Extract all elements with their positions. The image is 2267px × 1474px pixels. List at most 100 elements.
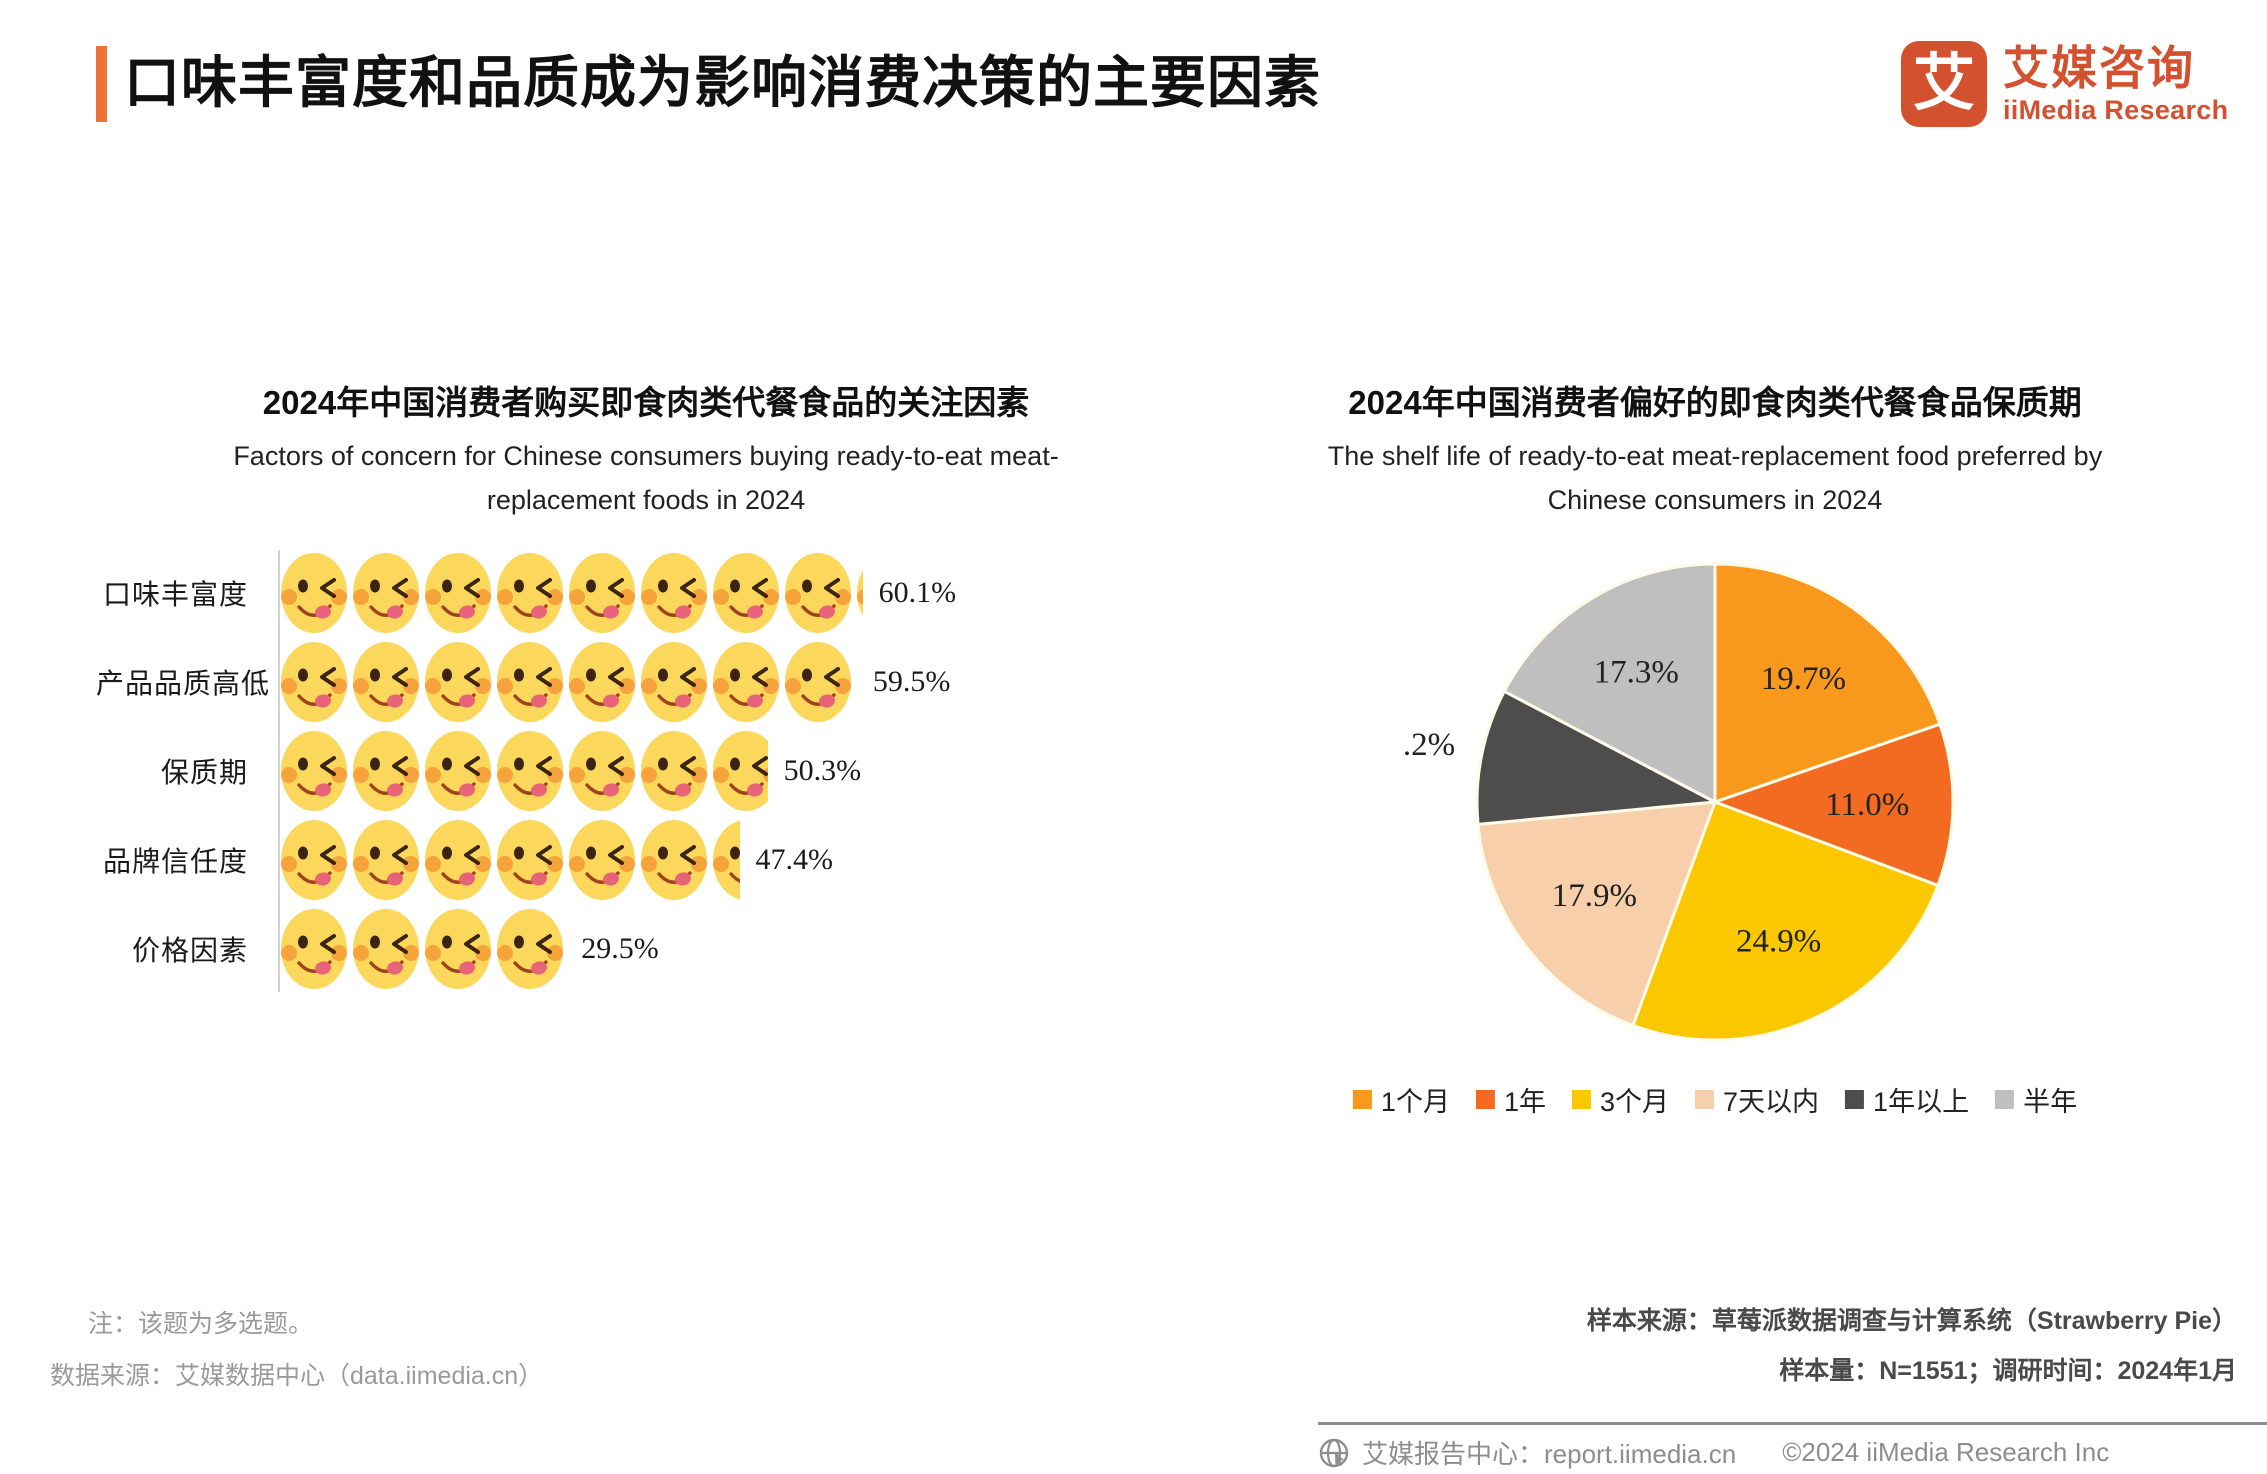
smiley-wink-face-icon [497,731,563,811]
pie-slice-label: 9.2% [1405,727,1455,763]
pictograph-row: 产品品质高低 59.5% [96,639,1196,725]
pie-legend-label: 1年以上 [1873,1087,1970,1117]
logo-brand-cn: 艾媒咨询 [2003,42,2195,94]
smiley-wink-face-icon [497,820,563,900]
left-notes: 注：该题为多选题。 数据来源：艾媒数据中心（data.iimedia.cn） [50,1298,950,1402]
pictograph-row-label: 产品品质高低 [96,668,271,699]
smiley-wink-face-icon [353,642,419,722]
pictograph-row-value: 59.5% [872,665,951,698]
right-chart-title-cn: 2024年中国消费者偏好的即食肉类代餐食品保质期 [1348,384,2082,421]
pie-slice[interactable] [1502,562,1717,805]
pie-legend-item[interactable]: 1年以上 [1845,1080,1969,1119]
pie-chart-svg: 19.7% 11.0% 24.9% 17.9% 9.2% 17.3% [1405,562,1955,1042]
smiley-wink-face-icon [785,553,851,633]
pictograph-row-label: 价格因素 [131,935,248,966]
pictograph-row-value: 29.5% [581,932,659,965]
pie-slice[interactable] [1476,800,1718,1028]
pie-legend-label: 3个月 [1599,1087,1670,1117]
pie-legend-item[interactable]: 7天以内 [1695,1080,1819,1119]
pie-slice[interactable] [1710,722,1955,888]
smiley-wink-face-icon [281,731,347,811]
smiley-wink-face-icon [281,909,347,989]
note-sample-source: 样本来源：草莓派数据调查与计算系统（Strawberry Pie） [1586,1307,2237,1335]
pie-slice-label: 11.0% [1825,787,1909,823]
smiley-wink-face-icon [353,909,419,989]
pie-legend-swatch [1571,1090,1591,1109]
pictograph-row: 口味丰富度 60.1% [96,550,1196,636]
footer-copyright: ©2024 iiMedia Research Inc [1782,1437,2110,1467]
page-header: 口味丰富度和品质成为影响消费决策的主要因素 艾 艾媒咨询 iiMedia Res… [0,0,2267,170]
right-chart-title-en-line1: The shelf life of ready-to-eat meat-repl… [1327,441,2103,471]
left-chart-panel: 2024年中国消费者购买即食肉类代餐食品的关注因素 Factors of con… [96,380,1196,1010]
pie-legend-item[interactable]: 3个月 [1571,1080,1670,1119]
logo-brand-en: iiMedia Research [2003,95,2229,125]
pictograph-row-label: 保质期 [160,757,248,788]
smiley-wink-face-icon [569,731,635,811]
smiley-wink-face-icon [425,909,491,989]
pictograph-row-value: 50.3% [783,754,862,787]
pie-legend-swatch [1475,1090,1495,1109]
smiley-wink-face-icon [785,642,851,722]
smiley-wink-face-icon [497,553,563,633]
pie-slice[interactable] [1631,800,1940,1042]
smiley-wink-face-icon [713,553,779,633]
smiley-wink-face-icon [353,553,419,633]
pie-slice-label: 17.9% [1552,878,1637,914]
right-chart-title-en: The shelf life of ready-to-eat meat-repl… [1215,434,2215,522]
smiley-wink-face-icon [713,820,740,900]
smiley-wink-face-icon [569,642,635,722]
pictograph-axis-line [278,550,280,992]
smiley-wink-face-icon [497,909,563,989]
smiley-wink-face-icon [425,642,491,722]
pie-chart: 19.7% 11.0% 24.9% 17.9% 9.2% 17.3% 1个月 1年 3个月 7天… [1215,540,2215,1180]
pictograph-row-value: 47.4% [755,843,834,876]
note-multiselect: 注：该题为多选题。 [88,1310,314,1338]
smiley-wink-face-icon [425,820,491,900]
left-chart-title-en-line1: Factors of concern for Chinese consumers… [233,441,1059,471]
pie-slice-label: 19.7% [1761,661,1846,697]
pie-legend-item[interactable]: 1年 [1475,1080,1546,1119]
header-accent-bar [96,46,107,122]
pictograph-row: 价格因素 29.5% [96,906,1196,992]
logo-text: 艾媒咨询 iiMedia Research [2003,42,2228,126]
footer-report-text[interactable]: 艾媒报告中心：report.iimedia.cn [1362,1439,1737,1469]
pie-legend-swatch [1995,1090,2015,1109]
note-data-source: 数据来源：艾媒数据中心（data.iimedia.cn） [50,1362,544,1390]
pie-legend-item[interactable]: 1个月 [1352,1080,1450,1119]
smiley-wink-face-icon [569,820,635,900]
smiley-wink-face-icon [641,820,707,900]
pictograph-row-label: 品牌信任度 [102,846,248,877]
smiley-wink-face-icon [353,820,419,900]
globe-icon [1319,1438,1349,1467]
pictograph-row-icons [278,550,863,636]
pie-legend-label: 1个月 [1380,1087,1450,1117]
smiley-wink-face-icon [497,642,563,722]
smiley-wink-face-icon [425,553,491,633]
pie-legend-item[interactable]: 半年 [1995,1080,2077,1119]
smiley-wink-face-icon [713,642,779,722]
right-chart-panel: 2024年中国消费者偏好的即食肉类代餐食品保质期 The shelf life … [1215,380,2215,1180]
left-chart-title-cn: 2024年中国消费者购买即食肉类代餐食品的关注因素 [262,384,1030,421]
pie-legend-swatch [1845,1090,1865,1109]
pictograph-row-icons [278,728,768,814]
smiley-wink-face-icon [281,553,347,633]
smiley-wink-face-icon [641,553,707,633]
pie-legend-label: 1年 [1503,1087,1546,1117]
pie-legend: 1个月 1年 3个月 7天以内 1年以上 半年 [1352,1080,2077,1119]
pictograph-row-label: 口味丰富度 [102,579,248,610]
smiley-wink-face-icon [854,639,857,725]
smiley-wink-face-icon [569,553,635,633]
pictograph-row: 品牌信任度 47.4% [96,817,1196,903]
smiley-wink-face-icon [425,731,491,811]
pie-legend-swatch [1695,1090,1715,1109]
logo-mark-icon: 艾 [1901,41,1987,127]
pie-slice[interactable] [1475,689,1721,827]
pictograph-row-value: 60.1% [878,576,957,609]
pictograph-row: 保质期 50.3% [96,728,1196,814]
smiley-wink-face-icon [857,570,863,616]
pictograph-chart: 口味丰富度 60.1% 产品品质高低 59.5% 保质期 50.3% 品牌信任度 47.4% 价… [96,550,1196,1010]
pie-slice-label: 24.9% [1736,923,1821,959]
pie-legend-swatch [1352,1090,1372,1109]
smiley-wink-face-icon [713,731,768,811]
pie-slice-label: 17.3% [1594,655,1679,691]
